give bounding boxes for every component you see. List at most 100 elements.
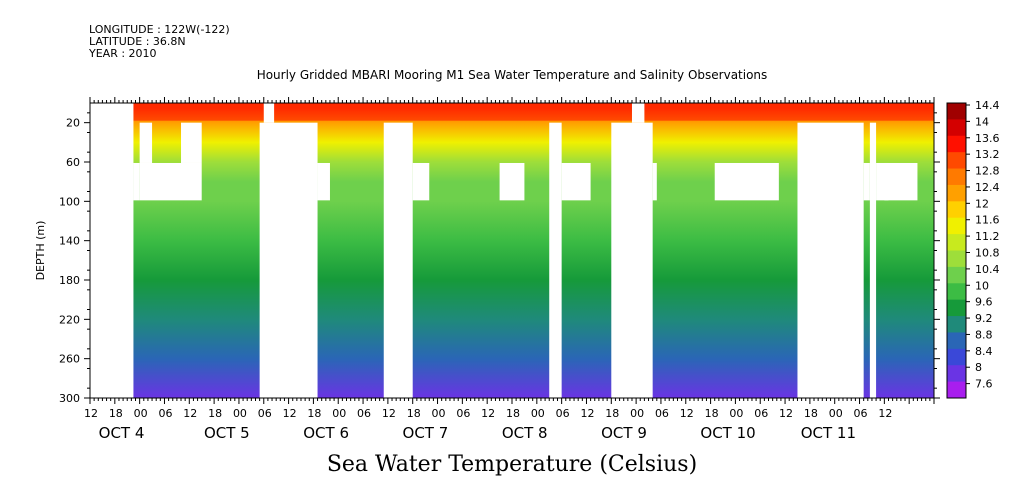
x-tick-label: 12 bbox=[183, 407, 197, 420]
mooring-metadata: LONGITUDE : 122W(-122) LATITUDE : 36.8N … bbox=[89, 24, 230, 60]
colorbar-label: 13.6 bbox=[975, 132, 1000, 145]
x-tick-label: 18 bbox=[705, 407, 719, 420]
colorbar-swatch bbox=[947, 316, 966, 333]
x-tick-label: 00 bbox=[729, 407, 743, 420]
x-tick-label: 18 bbox=[506, 407, 520, 420]
colorbar-swatch bbox=[947, 381, 966, 399]
x-tick-label: 00 bbox=[432, 407, 446, 420]
plot-area bbox=[90, 103, 934, 398]
colorbar-swatch bbox=[947, 365, 966, 383]
x-tick-label: 00 bbox=[332, 407, 346, 420]
missing-data-block bbox=[139, 162, 202, 201]
colorbar-label: 12 bbox=[975, 197, 989, 210]
missing-data-block bbox=[383, 122, 413, 398]
footer-title: Sea Water Temperature (Celsius) bbox=[326, 452, 698, 477]
x-tick-label: 00 bbox=[829, 407, 843, 420]
missing-data-block bbox=[412, 162, 430, 201]
date-label: OCT 4 bbox=[99, 424, 145, 442]
colorbar-swatch bbox=[947, 266, 966, 284]
missing-data-block bbox=[263, 103, 275, 123]
missing-data-block bbox=[884, 162, 918, 201]
missing-data-block bbox=[863, 162, 870, 201]
chart-title: Hourly Gridded MBARI Mooring M1 Sea Wate… bbox=[256, 68, 768, 82]
missing-data-block bbox=[549, 122, 562, 398]
date-label: OCT 7 bbox=[403, 424, 449, 442]
colorbar-swatch bbox=[947, 234, 966, 251]
colorbar-swatch bbox=[947, 283, 966, 301]
x-tick-label: 00 bbox=[134, 407, 148, 420]
missing-data-block bbox=[133, 162, 140, 201]
colorbar-swatch bbox=[947, 299, 966, 317]
x-tick-label: 06 bbox=[357, 407, 371, 420]
date-label: OCT 6 bbox=[303, 424, 349, 442]
x-tick-label: 18 bbox=[407, 407, 421, 420]
y-tick-label: 180 bbox=[59, 274, 80, 287]
axes: 20 60 100 140 180 220 260 300 DEPTH (m) 12 18 00 06 1… bbox=[34, 97, 940, 442]
colorbar-swatch bbox=[947, 201, 966, 219]
year-label: YEAR : 2010 bbox=[89, 47, 157, 60]
x-tick-label: 12 bbox=[680, 407, 694, 420]
colorbar-label: 12.8 bbox=[975, 165, 1000, 178]
colorbar-label: 8.8 bbox=[975, 328, 993, 341]
x-tick-label: 06 bbox=[158, 407, 172, 420]
x-tick-label: 18 bbox=[307, 407, 321, 420]
x-tick-label: 18 bbox=[109, 407, 123, 420]
missing-data-block bbox=[652, 162, 657, 201]
temperature-field bbox=[90, 103, 934, 398]
missing-data-block bbox=[611, 122, 653, 398]
colorbar-label: 14 bbox=[975, 115, 989, 128]
colorbar-label: 13.2 bbox=[975, 148, 1000, 161]
colorbar-swatch bbox=[947, 348, 966, 366]
colorbar-label: 9.2 bbox=[975, 312, 993, 325]
x-tick-label: 12 bbox=[84, 407, 98, 420]
date-label: OCT 11 bbox=[801, 424, 856, 442]
colorbar-swatch bbox=[947, 217, 966, 235]
x-tick-label: 12 bbox=[382, 407, 396, 420]
colorbar-swatch bbox=[947, 135, 966, 153]
missing-data-block bbox=[259, 122, 318, 398]
x-tick-label: 18 bbox=[804, 407, 818, 420]
y-axis-label: DEPTH (m) bbox=[34, 221, 47, 281]
colorbar-label: 10.8 bbox=[975, 247, 1000, 260]
colorbar-swatch bbox=[947, 332, 966, 350]
y-tick-label: 100 bbox=[59, 195, 80, 208]
missing-data-block bbox=[499, 162, 525, 201]
y-tick-label: 220 bbox=[59, 313, 80, 326]
colorbar-label: 10.4 bbox=[975, 263, 1000, 276]
x-tick-label: 12 bbox=[481, 407, 495, 420]
missing-data-block bbox=[561, 162, 591, 201]
colorbar-frame bbox=[946, 102, 967, 399]
y-tick-label: 300 bbox=[59, 392, 80, 405]
missing-data-block bbox=[139, 122, 153, 163]
colorbar-swatch bbox=[947, 152, 966, 170]
date-label: OCT 8 bbox=[502, 424, 548, 442]
date-label: OCT 9 bbox=[601, 424, 647, 442]
colorbar-label: 8.4 bbox=[975, 345, 993, 358]
colorbar-swatch bbox=[947, 168, 966, 186]
x-tick-label: 06 bbox=[456, 407, 470, 420]
x-tick-label: 00 bbox=[233, 407, 247, 420]
date-label: OCT 5 bbox=[204, 424, 250, 442]
surface-warm-band bbox=[90, 103, 934, 121]
date-label: OCT 10 bbox=[700, 424, 755, 442]
latitude-label: LATITUDE : 36.8N bbox=[89, 35, 186, 48]
missing-data-block bbox=[797, 122, 864, 398]
x-tick-label: 06 bbox=[258, 407, 272, 420]
y-tick-label: 260 bbox=[59, 353, 80, 366]
y-tick-label: 20 bbox=[66, 117, 80, 130]
missing-data-block bbox=[631, 103, 645, 123]
missing-data-block bbox=[181, 122, 202, 163]
x-tick-label: 12 bbox=[878, 407, 892, 420]
x-tick-label: 00 bbox=[531, 407, 545, 420]
x-tick-label: 00 bbox=[630, 407, 644, 420]
colorbar-label: 10 bbox=[975, 279, 989, 292]
x-tick-label: 06 bbox=[556, 407, 570, 420]
colorbar-swatch bbox=[947, 184, 966, 202]
colorbar-label: 9.6 bbox=[975, 296, 993, 309]
x-tick-label: 18 bbox=[605, 407, 619, 420]
colorbar-swatch bbox=[947, 119, 966, 137]
colorbar-label: 12.4 bbox=[975, 181, 1000, 194]
y-tick-label: 60 bbox=[66, 156, 80, 169]
colorbar-label: 11.6 bbox=[975, 214, 1000, 227]
